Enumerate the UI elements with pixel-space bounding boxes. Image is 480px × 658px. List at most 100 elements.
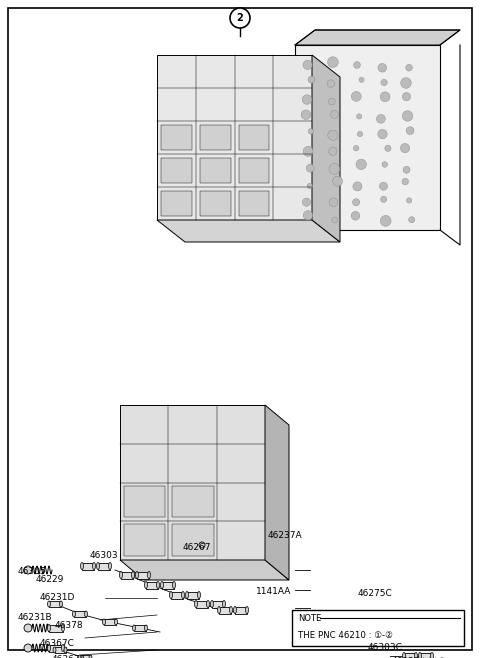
Circle shape bbox=[376, 114, 385, 123]
Polygon shape bbox=[120, 560, 289, 580]
Bar bbox=[80, 655, 91, 658]
Polygon shape bbox=[312, 55, 340, 242]
Ellipse shape bbox=[144, 625, 147, 631]
Bar bbox=[200, 158, 230, 183]
Circle shape bbox=[328, 130, 338, 140]
Bar bbox=[49, 601, 61, 607]
Circle shape bbox=[333, 176, 343, 186]
Ellipse shape bbox=[72, 611, 75, 617]
Circle shape bbox=[356, 159, 366, 170]
Circle shape bbox=[381, 196, 387, 203]
Ellipse shape bbox=[108, 563, 111, 570]
Circle shape bbox=[354, 62, 360, 68]
Text: 46378: 46378 bbox=[55, 622, 84, 630]
Text: 46267: 46267 bbox=[183, 544, 212, 553]
Circle shape bbox=[402, 111, 413, 121]
Ellipse shape bbox=[48, 644, 50, 651]
Text: 46231B: 46231B bbox=[18, 613, 53, 622]
Bar bbox=[161, 158, 192, 183]
Circle shape bbox=[381, 80, 387, 86]
Bar bbox=[196, 601, 208, 607]
Bar bbox=[124, 524, 165, 556]
Ellipse shape bbox=[144, 582, 147, 588]
Bar bbox=[235, 607, 247, 613]
Circle shape bbox=[351, 211, 360, 220]
Circle shape bbox=[24, 624, 32, 632]
Circle shape bbox=[352, 199, 360, 206]
Ellipse shape bbox=[181, 592, 184, 599]
Circle shape bbox=[329, 163, 340, 174]
Ellipse shape bbox=[147, 572, 151, 578]
Circle shape bbox=[199, 542, 205, 548]
Circle shape bbox=[407, 198, 412, 203]
Polygon shape bbox=[120, 405, 265, 560]
Bar bbox=[239, 125, 269, 150]
Ellipse shape bbox=[53, 647, 56, 653]
Bar bbox=[49, 644, 63, 651]
Circle shape bbox=[308, 129, 313, 134]
Ellipse shape bbox=[172, 582, 176, 588]
Ellipse shape bbox=[48, 624, 50, 632]
Circle shape bbox=[24, 644, 32, 652]
Bar bbox=[49, 624, 63, 632]
Text: 46229: 46229 bbox=[36, 576, 64, 584]
Bar bbox=[239, 191, 269, 216]
Ellipse shape bbox=[156, 582, 159, 588]
Circle shape bbox=[359, 77, 364, 82]
Text: 46237A: 46237A bbox=[268, 532, 302, 540]
Ellipse shape bbox=[223, 601, 226, 607]
Ellipse shape bbox=[419, 653, 421, 658]
Ellipse shape bbox=[245, 607, 249, 613]
Circle shape bbox=[303, 146, 313, 157]
Ellipse shape bbox=[48, 601, 50, 607]
Ellipse shape bbox=[61, 624, 64, 632]
Circle shape bbox=[406, 64, 412, 71]
Ellipse shape bbox=[206, 601, 209, 607]
Circle shape bbox=[332, 217, 338, 223]
Circle shape bbox=[353, 182, 362, 191]
Ellipse shape bbox=[194, 601, 197, 607]
Circle shape bbox=[400, 143, 409, 153]
Text: 2: 2 bbox=[237, 13, 243, 23]
Bar bbox=[98, 563, 110, 570]
Bar bbox=[404, 653, 416, 658]
Circle shape bbox=[357, 132, 363, 137]
Bar bbox=[292, 610, 464, 646]
Bar bbox=[172, 486, 214, 517]
Ellipse shape bbox=[403, 653, 406, 658]
Circle shape bbox=[351, 91, 361, 101]
Bar bbox=[212, 601, 224, 607]
Circle shape bbox=[230, 8, 250, 28]
Ellipse shape bbox=[211, 601, 214, 607]
Text: 46367C: 46367C bbox=[40, 638, 75, 647]
Polygon shape bbox=[157, 55, 312, 220]
Ellipse shape bbox=[431, 653, 433, 658]
Circle shape bbox=[378, 63, 386, 72]
Circle shape bbox=[378, 130, 387, 139]
Bar bbox=[124, 486, 165, 517]
Bar bbox=[200, 191, 230, 216]
Circle shape bbox=[380, 215, 391, 226]
Circle shape bbox=[328, 98, 335, 105]
Ellipse shape bbox=[93, 563, 96, 570]
Circle shape bbox=[401, 78, 411, 88]
Ellipse shape bbox=[64, 647, 67, 653]
Text: THE PNC 46210 : ①-②: THE PNC 46210 : ①-② bbox=[298, 631, 393, 640]
Ellipse shape bbox=[89, 655, 92, 658]
Ellipse shape bbox=[160, 582, 164, 588]
Circle shape bbox=[302, 198, 311, 206]
Circle shape bbox=[302, 95, 312, 105]
Ellipse shape bbox=[103, 619, 106, 625]
Bar bbox=[162, 582, 174, 588]
Ellipse shape bbox=[169, 592, 172, 599]
Ellipse shape bbox=[132, 572, 134, 578]
Circle shape bbox=[303, 211, 312, 220]
Circle shape bbox=[301, 110, 311, 120]
Ellipse shape bbox=[61, 644, 64, 651]
Text: NOTE: NOTE bbox=[298, 614, 321, 623]
Circle shape bbox=[406, 127, 414, 135]
Bar bbox=[420, 653, 432, 658]
Bar bbox=[239, 158, 269, 183]
Circle shape bbox=[382, 162, 387, 167]
Circle shape bbox=[331, 111, 338, 118]
